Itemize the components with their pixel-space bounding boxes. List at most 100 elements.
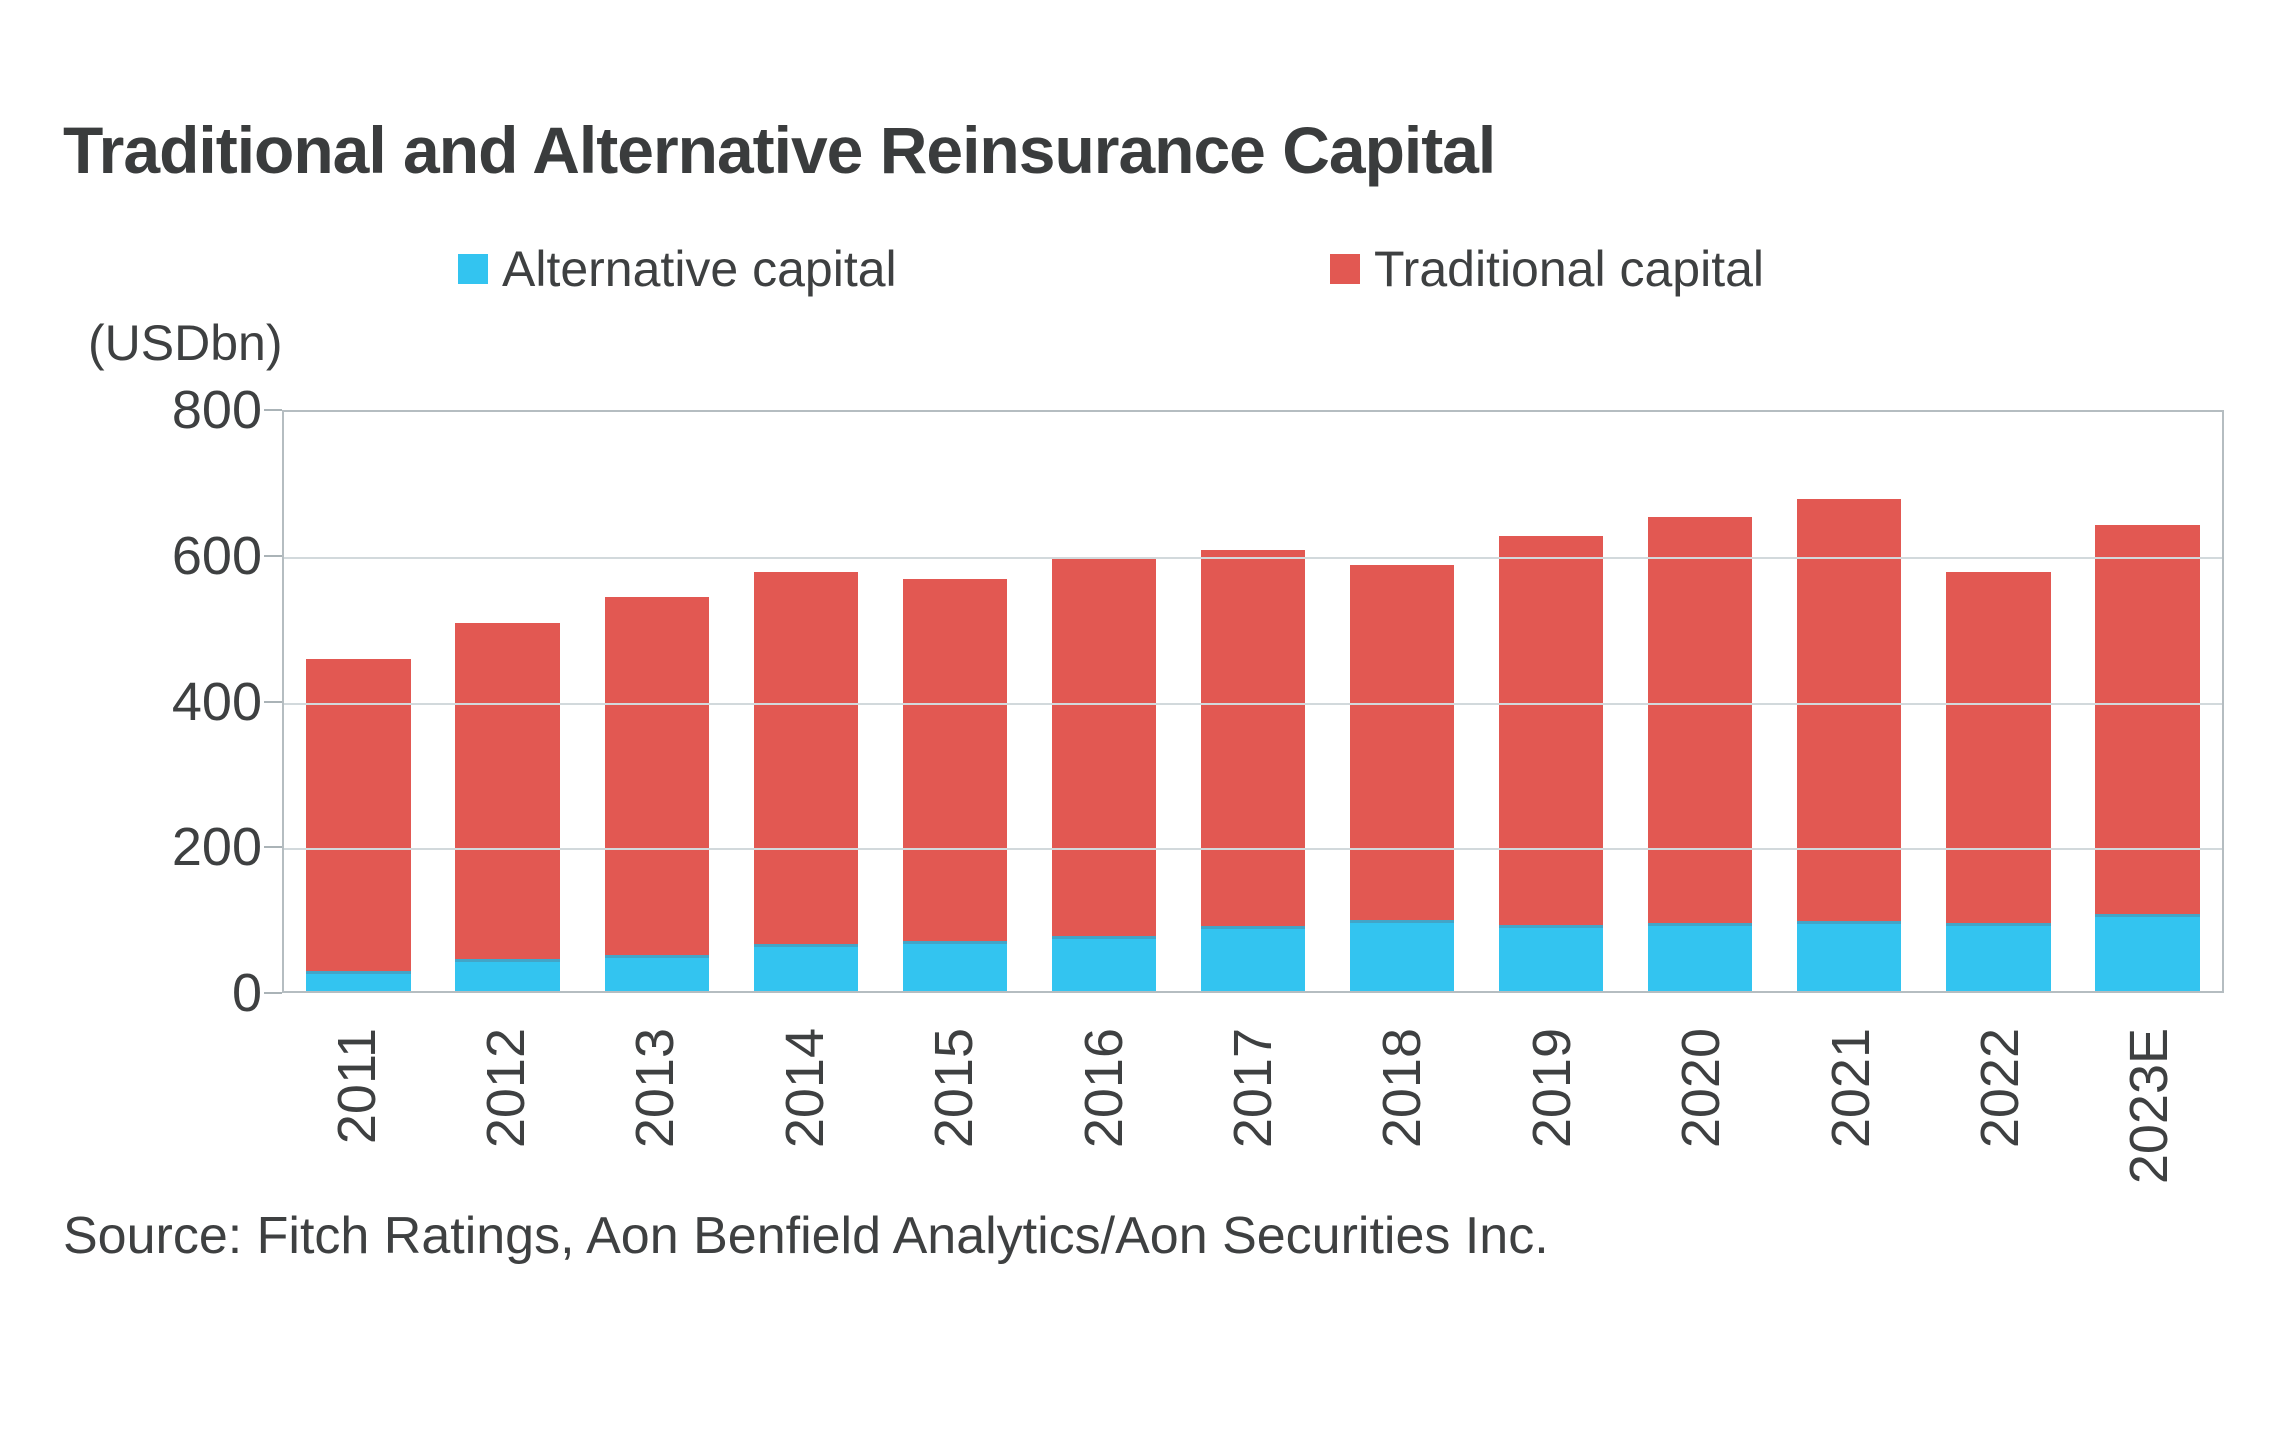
stacked-bar-2015 [902,579,1008,991]
x-axis-label-2013: 2013 [625,1028,686,1149]
legend-item-alternative-capital: Alternative capital [458,240,897,298]
gridline-200 [284,848,2222,851]
x-axis-label-wrap-2011: 2011 [282,1028,431,1238]
alternative-capital-segment-2012 [455,958,560,991]
stacked-bar-2021 [1797,499,1902,991]
stacked-bar-2020 [1648,517,1753,991]
stacked-bar-2011 [306,659,411,991]
traditional-capital-segment-2023E [2095,524,2200,915]
traditional-capital-segment-2015 [902,579,1008,941]
plot-area [282,410,2224,993]
alternative-capital-segment-2022 [1946,923,2051,991]
alternative-capital-segment-2013 [604,954,709,991]
stacked-bar-2018 [1349,564,1455,991]
stacked-bar-2019 [1498,535,1604,991]
traditional-capital-segment-2017 [1200,550,1306,927]
traditional-capital-segment-2012 [455,622,560,959]
x-axis-label-2015: 2015 [924,1028,985,1149]
x-axis-label-2018: 2018 [1372,1028,1433,1149]
traditional-capital-swatch [1330,254,1360,284]
y-axis-label-600: 600 [171,525,262,586]
x-axis-label-wrap-2014: 2014 [730,1028,879,1238]
alternative-capital-segment-2019 [1498,924,1604,991]
x-axis-label-2022: 2022 [1969,1028,2030,1149]
bar-column-2020 [1626,412,1775,991]
bar-column-2023E [2073,412,2222,991]
x-axis-label-2019: 2019 [1521,1028,1582,1149]
y-axis-unit-label: (USDbn) [88,315,283,371]
x-axis-label-2014: 2014 [774,1028,835,1149]
x-axis-label-2021: 2021 [1820,1028,1881,1149]
x-axis-label-2016: 2016 [1073,1028,1134,1149]
stacked-bar-2014 [753,571,858,991]
y-axis-tick-0 [264,992,282,994]
bar-column-2014 [731,412,880,991]
traditional-capital-segment-2020 [1648,517,1753,923]
legend-label-traditional: Traditional capital [1374,241,1765,297]
stacked-bar-2017 [1200,550,1306,991]
y-axis-tick-800 [264,409,282,411]
alternative-capital-swatch [458,254,488,284]
x-axis-label-wrap-2012: 2012 [431,1028,580,1238]
gridline-400 [284,702,2222,705]
stacked-bar-2012 [455,622,560,991]
alternative-capital-segment-2017 [1200,926,1306,991]
y-axis-tick-200 [264,846,282,849]
traditional-capital-segment-2018 [1349,564,1455,921]
traditional-capital-segment-2014 [753,571,858,945]
traditional-capital-segment-2022 [1946,571,2051,924]
bar-columns [284,412,2222,991]
x-axis-label-2023E: 2023E [2119,1028,2180,1185]
alternative-capital-segment-2016 [1051,936,1157,991]
x-axis-label-2020: 2020 [1671,1028,1732,1149]
traditional-capital-segment-2011 [306,659,411,971]
alternative-capital-segment-2021 [1797,921,1902,991]
bar-column-2016 [1029,412,1178,991]
stacked-bar-2013 [604,597,709,991]
bar-column-2011 [284,412,433,991]
alternative-capital-segment-2023E [2095,914,2200,991]
stacked-bar-2016 [1051,557,1157,991]
bar-column-2019 [1477,412,1626,991]
y-axis-tick-600 [264,554,282,557]
bar-column-2017 [1178,412,1327,991]
source-note: Source: Fitch Ratings, Aon Benfield Anal… [63,1207,1549,1265]
x-axis-label-wrap-2023E: 2023E [2075,1028,2224,1238]
y-axis-label-400: 400 [171,671,262,732]
x-axis-label-wrap-2020: 2020 [1626,1028,1775,1238]
x-axis-label-2017: 2017 [1222,1028,1283,1149]
stacked-bar-2022 [1946,571,2051,991]
x-axis-label-wrap-2018: 2018 [1328,1028,1477,1238]
legend-label-alternative: Alternative capital [502,241,897,297]
x-axis-label-wrap-2013: 2013 [581,1028,730,1238]
x-axis-label-wrap-2022: 2022 [1925,1028,2074,1238]
chart-title: Traditional and Alternative Reinsurance … [63,113,1496,187]
y-axis-label-800: 800 [171,380,262,440]
x-axis-label-wrap-2015: 2015 [880,1028,1029,1238]
bar-column-2013 [582,412,731,991]
traditional-capital-segment-2016 [1051,557,1157,937]
alternative-capital-segment-2020 [1648,922,1753,991]
x-axis-label-wrap-2017: 2017 [1178,1028,1327,1238]
bar-column-2012 [433,412,582,991]
x-axis-label-wrap-2016: 2016 [1029,1028,1178,1238]
gridline-600 [284,556,2222,559]
traditional-capital-segment-2021 [1797,499,1902,922]
legend-item-traditional-capital: Traditional capital [1330,240,1764,298]
y-axis-label-200: 200 [171,817,262,878]
bar-column-2015 [880,412,1029,991]
traditional-capital-segment-2019 [1498,535,1604,925]
x-axis-label-wrap-2019: 2019 [1477,1028,1626,1238]
x-axis-label-wrap-2021: 2021 [1776,1028,1925,1238]
x-axis-label-2012: 2012 [476,1028,537,1149]
x-axis-label-2011: 2011 [326,1028,387,1145]
y-axis-label-0: 0 [231,963,262,1023]
traditional-capital-segment-2013 [604,597,709,955]
alternative-capital-segment-2018 [1349,920,1455,991]
bar-column-2021 [1775,412,1924,991]
alternative-capital-segment-2014 [753,944,858,991]
bar-column-2018 [1328,412,1477,991]
alternative-capital-segment-2015 [902,940,1008,991]
alternative-capital-segment-2011 [306,970,411,991]
